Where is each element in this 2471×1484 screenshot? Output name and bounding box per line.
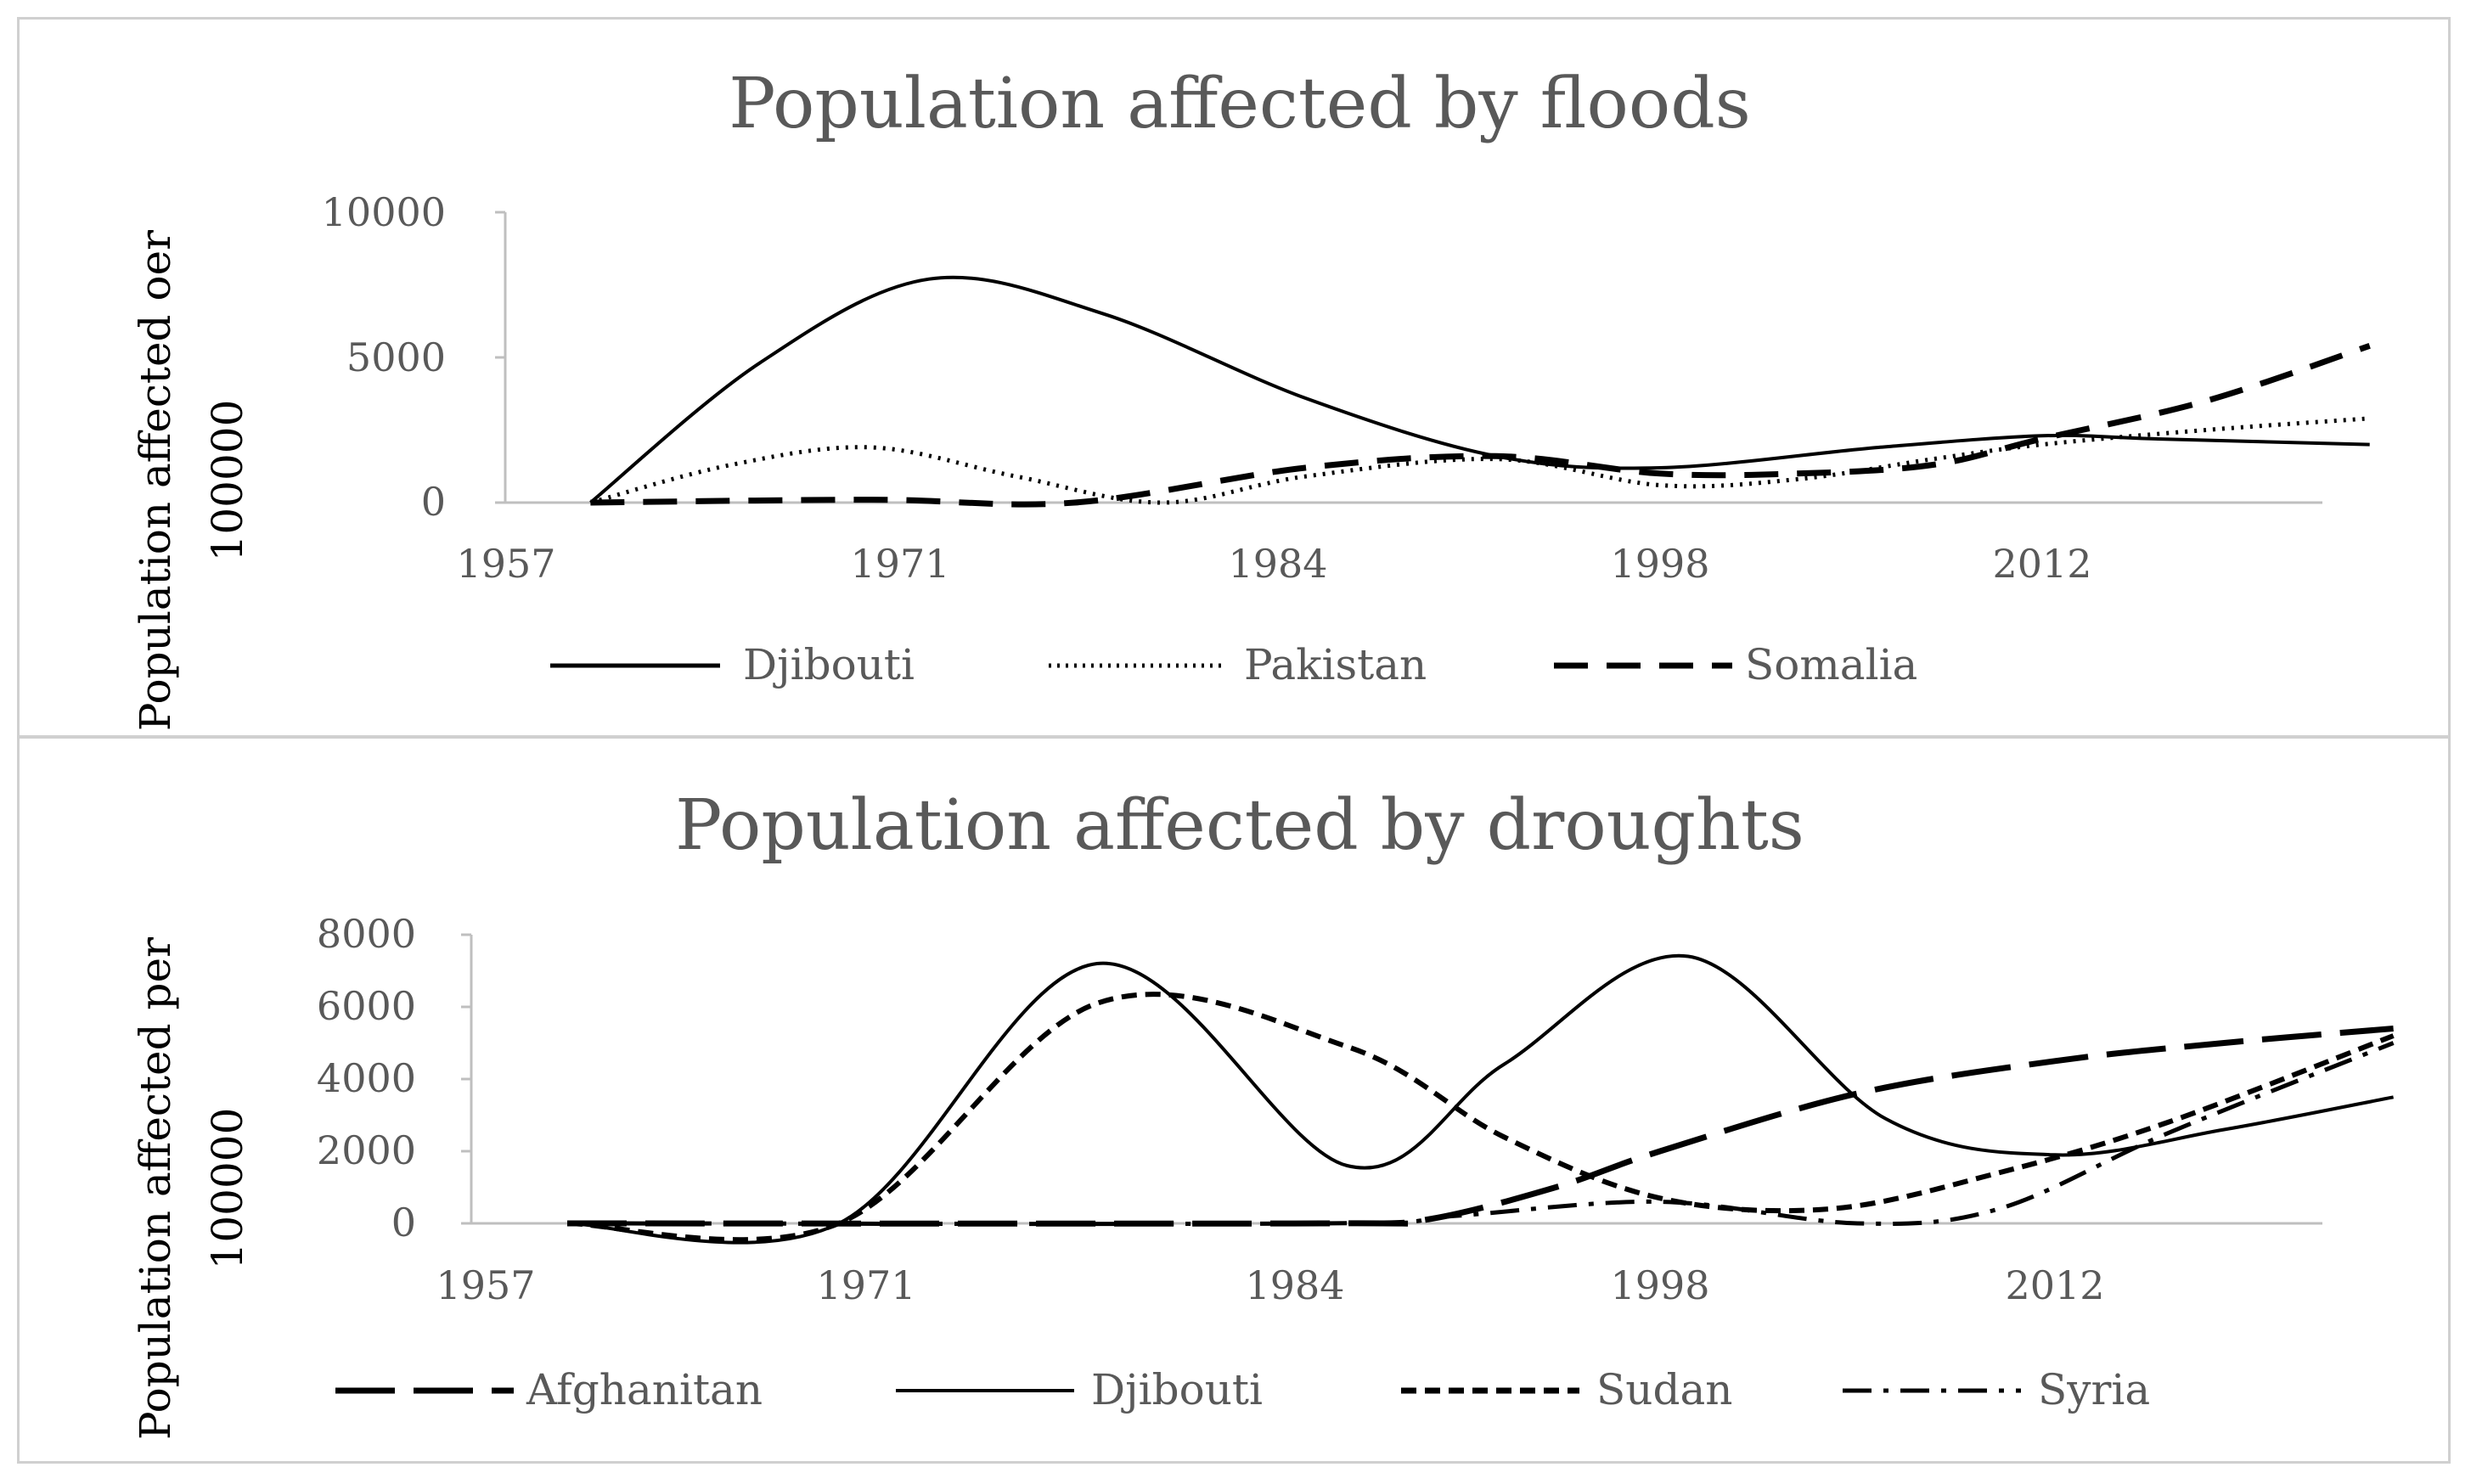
- chart-title: Population affected by droughts: [675, 785, 1804, 866]
- legend-label-sudan: Sudan: [1596, 1365, 1732, 1414]
- legend-label-djibouti: Djibouti: [743, 640, 915, 689]
- series-line-pakistan: [589, 416, 2370, 505]
- x-tick-label: 1957: [436, 1262, 535, 1308]
- series-line-djibouti: [589, 275, 2370, 504]
- panel-divider: [17, 735, 2451, 739]
- y-tick-label: 4000: [317, 1055, 416, 1101]
- y-axis-label-line-1: Population affected per: [131, 937, 180, 1440]
- y-tick-label: 8000: [317, 911, 416, 957]
- x-tick-label: 2012: [2005, 1262, 2104, 1308]
- series-line-syria: [566, 1041, 2395, 1227]
- x-tick-label: 1957: [456, 541, 555, 587]
- x-tick-label: 2012: [1992, 541, 2091, 587]
- plot-axes: [461, 933, 2322, 1225]
- x-tick-label: 1998: [1610, 1262, 1709, 1308]
- series-line-djibouti: [566, 953, 2394, 1245]
- x-tick-label: 1984: [1245, 1262, 1344, 1308]
- legend-label-pakistan: Pakistan: [1244, 640, 1427, 689]
- legend-label-afghanitan: Afghanitan: [526, 1365, 763, 1414]
- y-tick-label: 0: [391, 1200, 416, 1245]
- series-lines: [566, 953, 2395, 1245]
- y-tick-labels: 10000 5000 0: [322, 189, 446, 525]
- x-tick-label: 1971: [850, 541, 949, 587]
- legend: Afghanitan Djibouti Sudan Syria: [335, 1365, 2150, 1414]
- legend-label-somalia: Somalia: [1745, 640, 1917, 689]
- legend: Djibouti Pakistan Somalia: [550, 640, 1917, 689]
- y-tick-label: 6000: [317, 983, 416, 1029]
- y-tick-label: 10000: [322, 189, 446, 235]
- y-tick-labels: 8000 6000 4000 2000 0: [317, 911, 416, 1245]
- x-tick-labels: 1957 1971 1984 1998 2012: [456, 541, 2091, 587]
- series-line-somalia: [590, 342, 2371, 508]
- legend-label-djibouti: Djibouti: [1091, 1365, 1263, 1414]
- floods-chart: Population affected by floods Population…: [131, 64, 2371, 731]
- y-tick-label: 2000: [317, 1127, 416, 1173]
- x-tick-label: 1984: [1228, 541, 1327, 587]
- x-tick-labels: 1957 1971 1984 1998 2012: [436, 1262, 2104, 1308]
- droughts-chart: Population affected by droughts Populati…: [131, 785, 2395, 1440]
- y-tick-label: 0: [421, 479, 446, 525]
- y-axis-label-line-2: 100000: [203, 400, 252, 562]
- series-line-sudan: [566, 992, 2395, 1243]
- legend-label-syria: Syria: [2038, 1365, 2150, 1414]
- series-lines: [589, 275, 2371, 508]
- chart-title: Population affected by floods: [729, 64, 1751, 144]
- x-tick-label: 1971: [816, 1262, 915, 1308]
- figure-frame: [17, 17, 2451, 1464]
- y-axis-label-line-1: Population affected oer: [131, 230, 180, 731]
- y-tick-label: 5000: [346, 334, 446, 380]
- y-axis-label-line-2: 100000: [203, 1108, 252, 1270]
- x-tick-label: 1998: [1610, 541, 1709, 587]
